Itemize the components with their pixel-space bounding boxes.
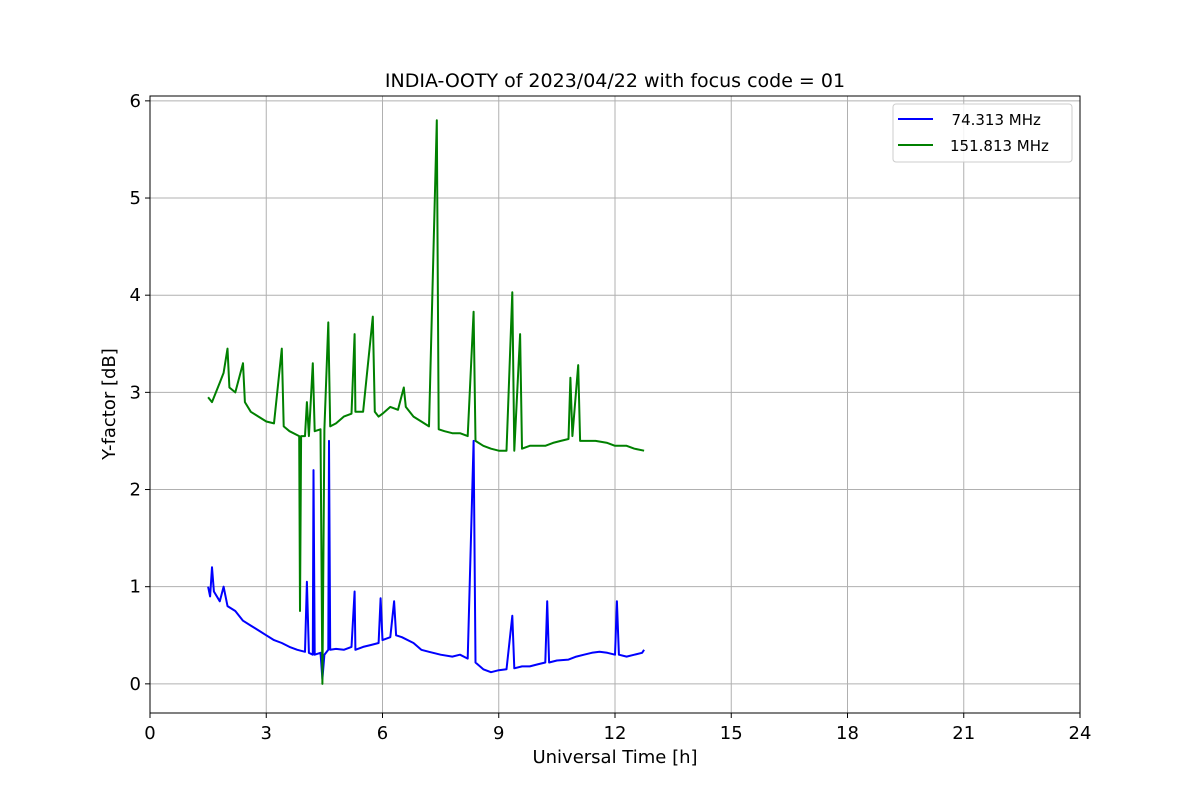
x-tick-label: 21 bbox=[952, 723, 975, 744]
legend-box bbox=[892, 103, 1073, 163]
y-axis-label: Y-factor [dB] bbox=[99, 348, 120, 461]
x-tick-label: 12 bbox=[604, 723, 627, 744]
legend-label-74mhz: 74.313 MHz bbox=[942, 111, 1041, 129]
y-tick-label: 3 bbox=[130, 382, 141, 403]
x-tick-label: 6 bbox=[377, 723, 388, 744]
y-tick-label: 0 bbox=[130, 674, 141, 695]
legend: 74.313 MHz 151.813 MHz bbox=[892, 103, 1073, 163]
series-layer bbox=[207, 119, 645, 685]
x-tick-label: 0 bbox=[144, 723, 155, 744]
x-axis-label: Universal Time [h] bbox=[532, 747, 697, 768]
x-tick-label: 9 bbox=[493, 723, 504, 744]
series-line-74mhz bbox=[207, 439, 645, 680]
series-line-151mhz bbox=[207, 119, 645, 685]
y-tick-label: 5 bbox=[130, 188, 141, 209]
legend-label-151mhz: 151.813 MHz bbox=[950, 137, 1049, 155]
x-tick-label: 15 bbox=[720, 723, 743, 744]
chart-title: INDIA-OOTY of 2023/04/22 with focus code… bbox=[385, 70, 845, 92]
y-tick-label: 1 bbox=[130, 577, 141, 598]
y-tick-label: 2 bbox=[130, 480, 141, 501]
x-tick-label: 3 bbox=[261, 723, 272, 744]
y-tick-label: 4 bbox=[130, 285, 141, 306]
x-tick-label: 18 bbox=[836, 723, 859, 744]
y-tick-label: 6 bbox=[130, 91, 141, 112]
x-tick-label: 24 bbox=[1069, 723, 1092, 744]
